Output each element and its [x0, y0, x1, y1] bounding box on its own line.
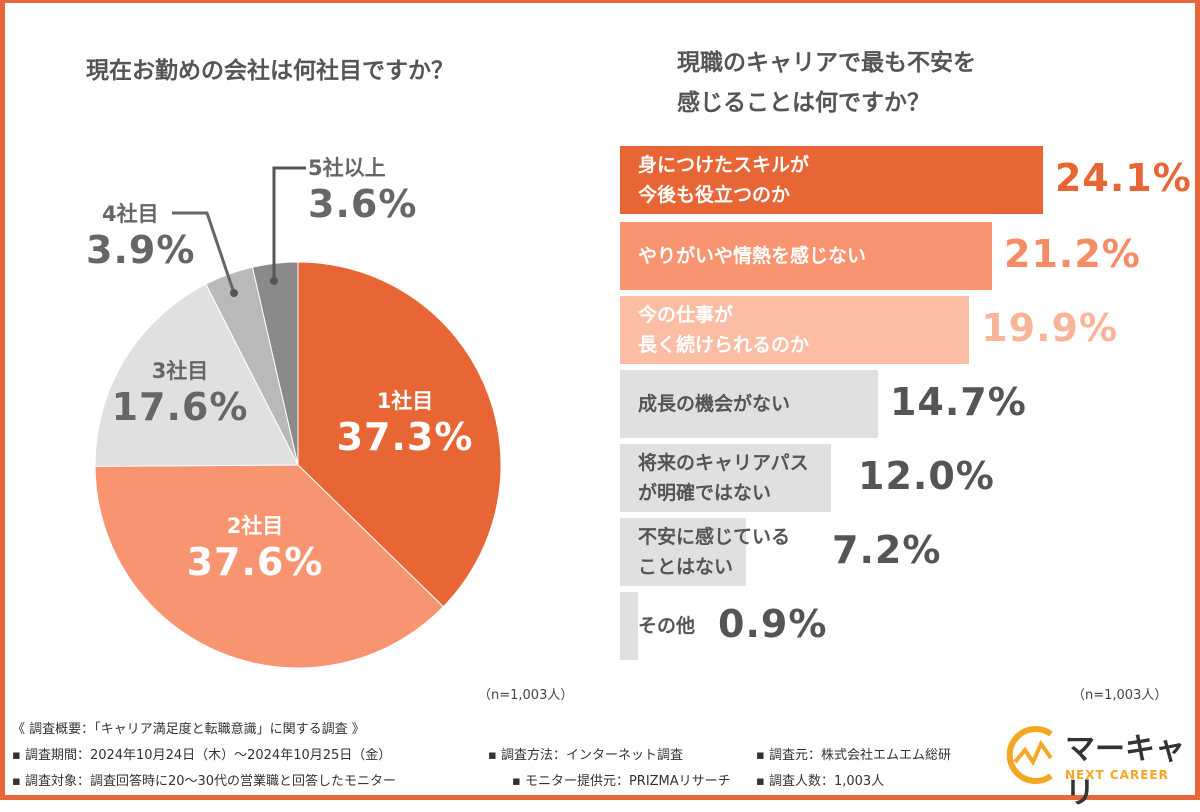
pie-label-4: 4社目 3.9%: [86, 198, 196, 272]
bar-label-line: やりがいや情熱を感じない: [638, 245, 867, 267]
bar-label-line: 今後も役立つのか: [638, 184, 791, 206]
bar-label-line: 不安に感じている: [638, 526, 791, 548]
pie-category-4: 4社目: [102, 202, 159, 226]
bar-value-6: 7.2%: [832, 528, 942, 572]
bar-value-7: 0.9%: [718, 602, 828, 646]
bar-label-7: その他: [638, 611, 695, 641]
bar-label-line: 長く続けられるのか: [638, 334, 810, 356]
bar-label-3: 今の仕事が長く続けられるのか: [638, 300, 809, 360]
right-sample-size: （n=1,003人）: [1072, 688, 1168, 703]
bar-3: 今の仕事が長く続けられるのか: [620, 296, 970, 364]
pie-category-2: 2社目: [226, 514, 284, 538]
logo: マーキャリ NEXT CAREER: [1003, 722, 1193, 811]
footer-source: ▪ 調査元：株式会社エムエム総研: [756, 748, 951, 763]
bar-value-4: 14.7%: [889, 380, 1027, 424]
pie-value-2: 37.6%: [186, 540, 324, 584]
bar-7: その他: [620, 592, 695, 660]
bar-label-line: 将来のキャリアパス: [638, 452, 809, 474]
footer-period: ▪ 調査期間：2024年10月24日（木）〜2024年10月25日（金）: [12, 748, 392, 763]
pie-slice-1: [297, 261, 502, 608]
pie-category-1: 1社目: [376, 389, 434, 413]
logo-tagline: NEXT CAREER: [1065, 768, 1169, 782]
footer-provider: ▪ モニター提供元：PRIZMAリサーチ: [512, 774, 731, 789]
pie-label-3: 3社目 17.6%: [110, 355, 250, 429]
footer-count: ▪ 調査人数：1,003人: [756, 774, 885, 789]
leader-dot-5: [270, 277, 278, 285]
bar-value-5: 12.0%: [858, 454, 995, 498]
pie-value-1: 37.3%: [336, 415, 474, 459]
bar-label-line: 今の仕事が: [638, 304, 734, 326]
bar-label-4: 成長の機会がない: [638, 389, 790, 419]
bar-label-2: やりがいや情熱を感じない: [638, 241, 866, 271]
right-chart-title-line2: 感じることは何ですか？: [677, 90, 930, 116]
footer-target: ▪ 調査対象：調査回答時に20〜30代の営業職と回答したモニター: [12, 774, 397, 789]
bar-label-line: 身につけたスキルが: [638, 154, 810, 176]
bar-value-2: 21.2%: [1004, 232, 1141, 276]
leader-line-5: [272, 166, 306, 281]
bar-label-1: 身につけたスキルが 今後も役立つのか: [638, 150, 809, 210]
pie-category-5: 5社以上: [308, 156, 386, 180]
bar-2: やりがいや情熱を感じない: [620, 222, 993, 290]
pie-chart: [94, 166, 502, 669]
pie-slice-3: [94, 283, 299, 467]
bar-4: 成長の機会がない: [620, 370, 878, 438]
bar-label-line: その他: [638, 615, 696, 637]
left-chart-title: 現在お勤めの会社は何社目ですか？: [86, 58, 454, 84]
pie-slice-2: [94, 464, 445, 669]
pie-category-3: 3社目: [151, 359, 209, 383]
bar-label-line: ことはない: [638, 556, 734, 578]
bar-6: 不安に感じている ことはない: [620, 518, 790, 586]
right-chart-title-line1: 現職のキャリアで最も不安を: [677, 50, 976, 76]
bar-value-1: 24.1%: [1054, 156, 1192, 200]
footer-heading: 《 調査概要：「キャリア満足度と転職意識」に関する調査 》: [12, 722, 365, 737]
bar-value-3: 19.9%: [981, 306, 1119, 350]
pie-value-3: 17.6%: [111, 385, 249, 429]
bar-5: 将来のキャリアパス が明確ではない: [620, 444, 831, 512]
pie-label-2: 2社目 37.6%: [185, 510, 325, 584]
bar-label-line: 成長の機会がない: [638, 393, 791, 415]
bar-label-6: 不安に感じている ことはない: [638, 522, 790, 582]
bar-label-5: 将来のキャリアパス が明確ではない: [638, 448, 809, 508]
logo-mark-icon: [1006, 726, 1053, 784]
logo-name: マーキャリ: [1065, 732, 1185, 811]
bar-label-line: が明確ではない: [638, 482, 772, 504]
bar-1: 身につけたスキルが 今後も役立つのか: [620, 146, 1043, 214]
leader-line-4: [172, 211, 236, 294]
pie-value-5: 3.6%: [308, 182, 418, 226]
pie-label-5: 5社以上 3.6%: [308, 152, 418, 226]
pie-label-1: 1社目 37.3%: [335, 385, 475, 459]
leader-dot-4: [230, 289, 238, 297]
left-sample-size: （n=1,003人）: [478, 688, 574, 703]
pie-value-4: 3.9%: [86, 228, 196, 272]
footer-method: ▪ 調査方法：インターネット調査: [488, 748, 683, 763]
